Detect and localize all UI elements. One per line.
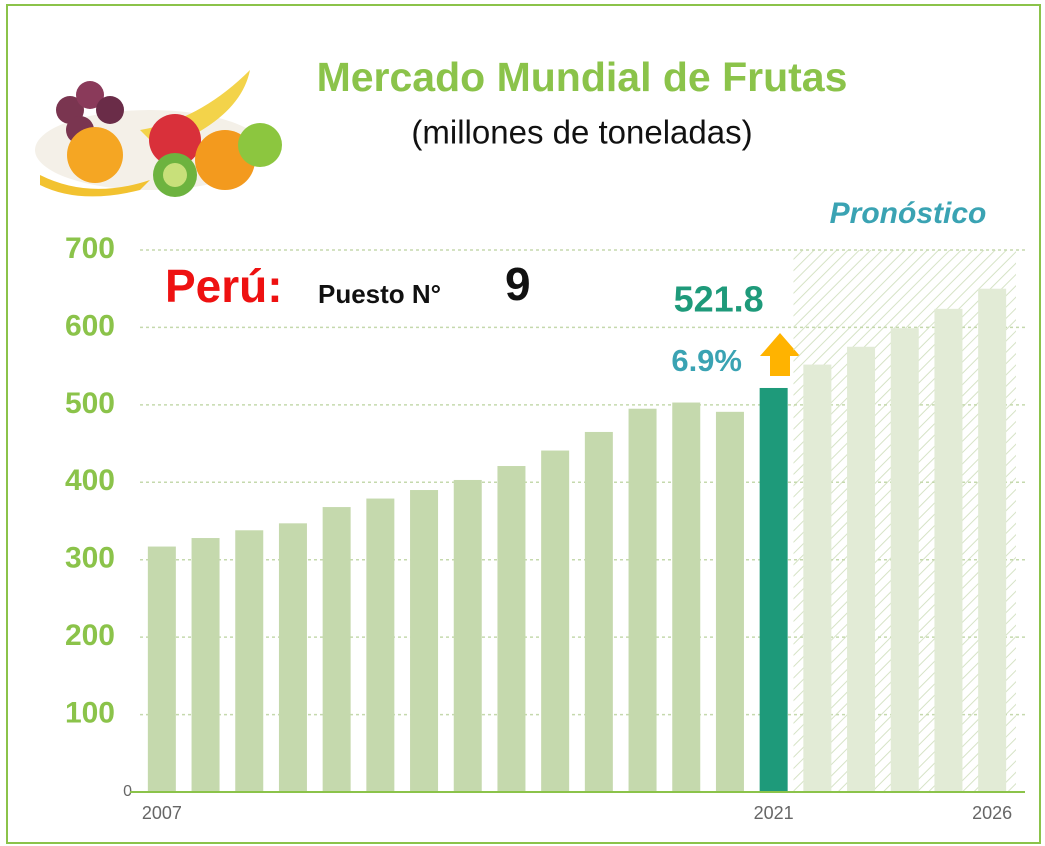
y-tick-label: 700 [65,232,115,265]
bar [323,507,351,792]
forecast-label: Pronóstico [830,197,987,230]
y-tick-label: 600 [65,309,115,342]
growth-label: 6.9% [671,343,742,378]
bar [454,480,482,792]
bar [497,466,525,792]
bar [366,499,394,792]
bar [847,347,875,792]
rank-label: Puesto N° [318,279,441,309]
country-label: Perú: [165,260,283,312]
bar [192,538,220,792]
x-tick-label: 2026 [972,803,1012,823]
bar [760,388,788,792]
y-tick-label: 300 [65,542,115,575]
bar [410,490,438,792]
y-tick-label: 500 [65,387,115,420]
x-tick-label: 2007 [142,803,182,823]
chart: Mercado Mundial de Frutas (millones de t… [0,0,1045,846]
chart-subtitle: (millones de toneladas) [411,114,752,151]
bar [672,403,700,792]
bar [978,289,1006,792]
bar [629,409,657,792]
bar [148,547,176,792]
bar [585,432,613,792]
y-tick-label: 100 [65,696,115,729]
bar [716,412,744,792]
bar [891,328,919,792]
y-tick-label: 400 [65,464,115,497]
rank-value: 9 [505,258,531,310]
x-tick-label: 2021 [754,803,794,823]
value-label: 521.8 [674,279,764,320]
y-tick-label: 200 [65,619,115,652]
bar [803,365,831,792]
bar [934,309,962,792]
chart-title: Mercado Mundial de Frutas [317,54,848,100]
bar [279,523,307,792]
bar [541,451,569,792]
bar [235,530,263,792]
